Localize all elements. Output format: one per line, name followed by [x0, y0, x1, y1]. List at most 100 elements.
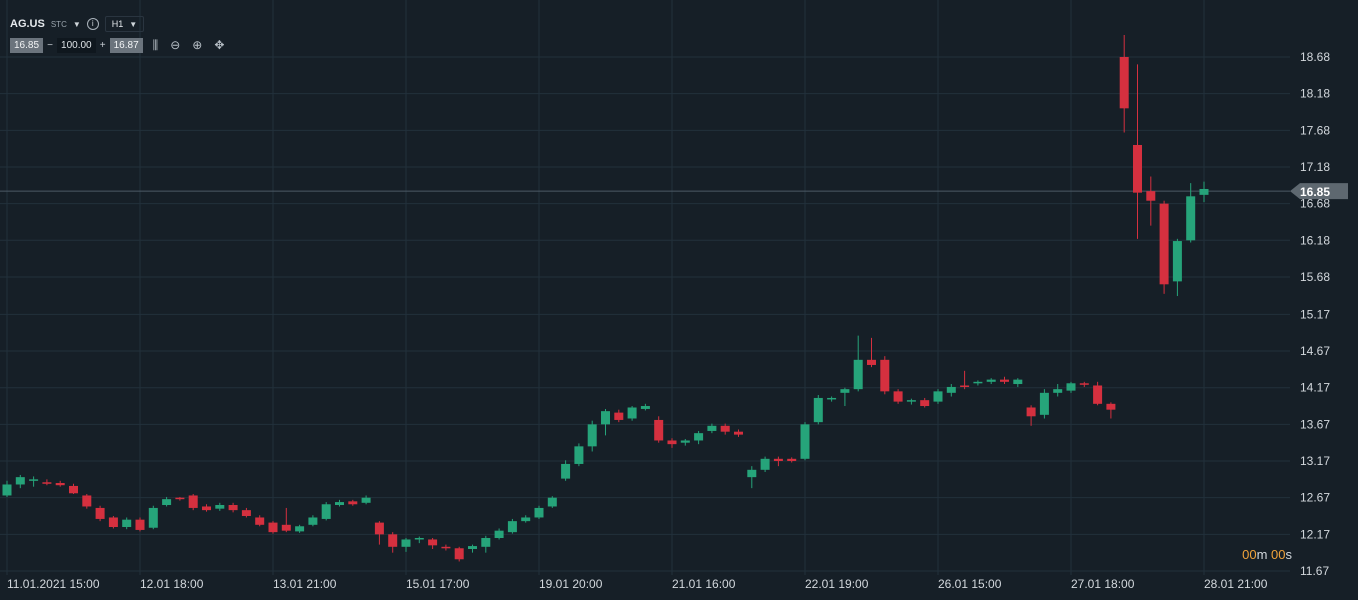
- quantity-input[interactable]: 100.00: [57, 37, 96, 53]
- candlestick-icon[interactable]: ⫼: [152, 37, 159, 52]
- candle-down: [1026, 407, 1036, 417]
- candle-up: [601, 411, 610, 425]
- candle-down: [348, 501, 358, 505]
- candle-up: [1172, 241, 1182, 282]
- candle-up: [1039, 392, 1049, 415]
- y-tick-label: 12.67: [1300, 491, 1330, 505]
- candle-down: [95, 507, 105, 519]
- candle-up: [494, 530, 504, 539]
- timer-seconds: 00: [1271, 547, 1286, 562]
- candle-up: [800, 424, 810, 459]
- timer-minutes: 00: [1242, 547, 1257, 562]
- candle-down: [1079, 383, 1089, 385]
- candle-down: [773, 458, 783, 462]
- candle-down: [108, 517, 118, 528]
- candle-up: [162, 499, 172, 506]
- y-tick-label: 14.17: [1300, 381, 1330, 395]
- symbol-label[interactable]: AG.US: [10, 18, 45, 30]
- candle-up: [534, 507, 544, 518]
- candle-down: [1119, 57, 1129, 109]
- current-price-label: 16.85: [1300, 185, 1330, 199]
- candle-up: [468, 546, 477, 550]
- candle-up: [694, 433, 704, 441]
- candle-down: [960, 385, 970, 387]
- x-tick-label: 22.01 19:00: [805, 577, 869, 591]
- x-tick-label: 15.01 17:00: [406, 577, 470, 591]
- sell-price-button[interactable]: 16.85: [10, 37, 44, 53]
- symbol-dropdown-icon[interactable]: ▼: [72, 19, 81, 29]
- candle-down: [787, 458, 797, 462]
- y-tick-label: 17.18: [1300, 160, 1330, 174]
- zoom-in-icon[interactable]: ⊕: [192, 37, 203, 52]
- timeframe-selector[interactable]: H1 ▼: [104, 16, 145, 32]
- candle-up: [308, 517, 318, 525]
- candle-up: [481, 538, 491, 547]
- candle-up: [148, 507, 158, 528]
- candle-up: [640, 406, 650, 409]
- current-price-tag: [1290, 183, 1348, 200]
- x-tick-label: 19.01 20:00: [539, 577, 603, 591]
- crosshair-move-icon[interactable]: ✥: [214, 37, 225, 52]
- candle-down: [720, 425, 730, 432]
- candle-up: [946, 386, 956, 393]
- chart-tools: ⫼ ⊖ ⊕ ✥: [153, 38, 225, 53]
- candle-up: [760, 458, 770, 470]
- candle-up: [29, 479, 39, 481]
- x-tick-label: 21.01 16:00: [672, 577, 736, 591]
- candle-up: [587, 424, 597, 447]
- candle-up: [215, 505, 225, 509]
- market-type-label: STC: [50, 19, 67, 29]
- candle-up: [933, 391, 943, 402]
- candle-down: [1000, 379, 1009, 382]
- candle-down: [441, 546, 451, 549]
- candle-up: [840, 389, 850, 393]
- candle-down: [241, 510, 251, 517]
- y-tick-label: 17.68: [1300, 123, 1330, 137]
- candle-down: [42, 482, 52, 484]
- timeframe-dropdown-icon: ▼: [129, 19, 138, 29]
- info-icon[interactable]: i: [86, 18, 99, 30]
- candle-up: [1186, 196, 1196, 241]
- order-panel: 16.85 − 100.00 + 16.87 ⫼ ⊖ ⊕ ✥: [10, 37, 224, 53]
- instrument-header: AG.US STC ▼ i H1 ▼: [10, 14, 145, 34]
- y-tick-label: 18.18: [1300, 87, 1330, 101]
- candle-up: [747, 469, 757, 478]
- candle-up: [401, 539, 411, 547]
- candle-down: [1159, 203, 1169, 285]
- candle-up: [521, 517, 531, 522]
- timer-seconds-unit: s: [1285, 547, 1293, 562]
- candle-up: [853, 359, 863, 390]
- candle-down: [255, 517, 265, 525]
- y-tick-label: 18.68: [1300, 50, 1330, 64]
- candle-up: [2, 484, 12, 496]
- candle-down: [69, 485, 78, 494]
- candle-down: [55, 483, 65, 486]
- candle-up: [321, 504, 331, 519]
- y-tick-label: 13.17: [1300, 454, 1330, 468]
- increase-quantity-button[interactable]: +: [99, 39, 106, 51]
- candle-down: [428, 539, 438, 546]
- candle-down: [188, 495, 198, 508]
- decrease-quantity-button[interactable]: −: [47, 39, 53, 51]
- candle-up: [122, 519, 132, 528]
- zoom-out-icon[interactable]: ⊖: [170, 37, 181, 52]
- candle-up: [707, 425, 717, 431]
- candle-up: [361, 497, 371, 503]
- candle-down: [175, 497, 185, 500]
- x-tick-label: 11.01.2021 15:00: [7, 577, 100, 591]
- candle-up: [827, 397, 837, 400]
- candle-down: [867, 359, 876, 365]
- candle-down: [388, 534, 398, 547]
- x-tick-label: 28.01 21:00: [1204, 577, 1268, 591]
- candle-up: [813, 397, 823, 423]
- candle-up: [414, 538, 424, 540]
- candle-up: [680, 440, 690, 443]
- buy-price-button[interactable]: 16.87: [109, 37, 143, 53]
- candle-down: [880, 359, 890, 392]
- candle-down: [454, 548, 464, 560]
- candle-up: [547, 497, 557, 507]
- candle-down: [667, 440, 677, 445]
- x-tick-label: 26.01 15:00: [938, 577, 1002, 591]
